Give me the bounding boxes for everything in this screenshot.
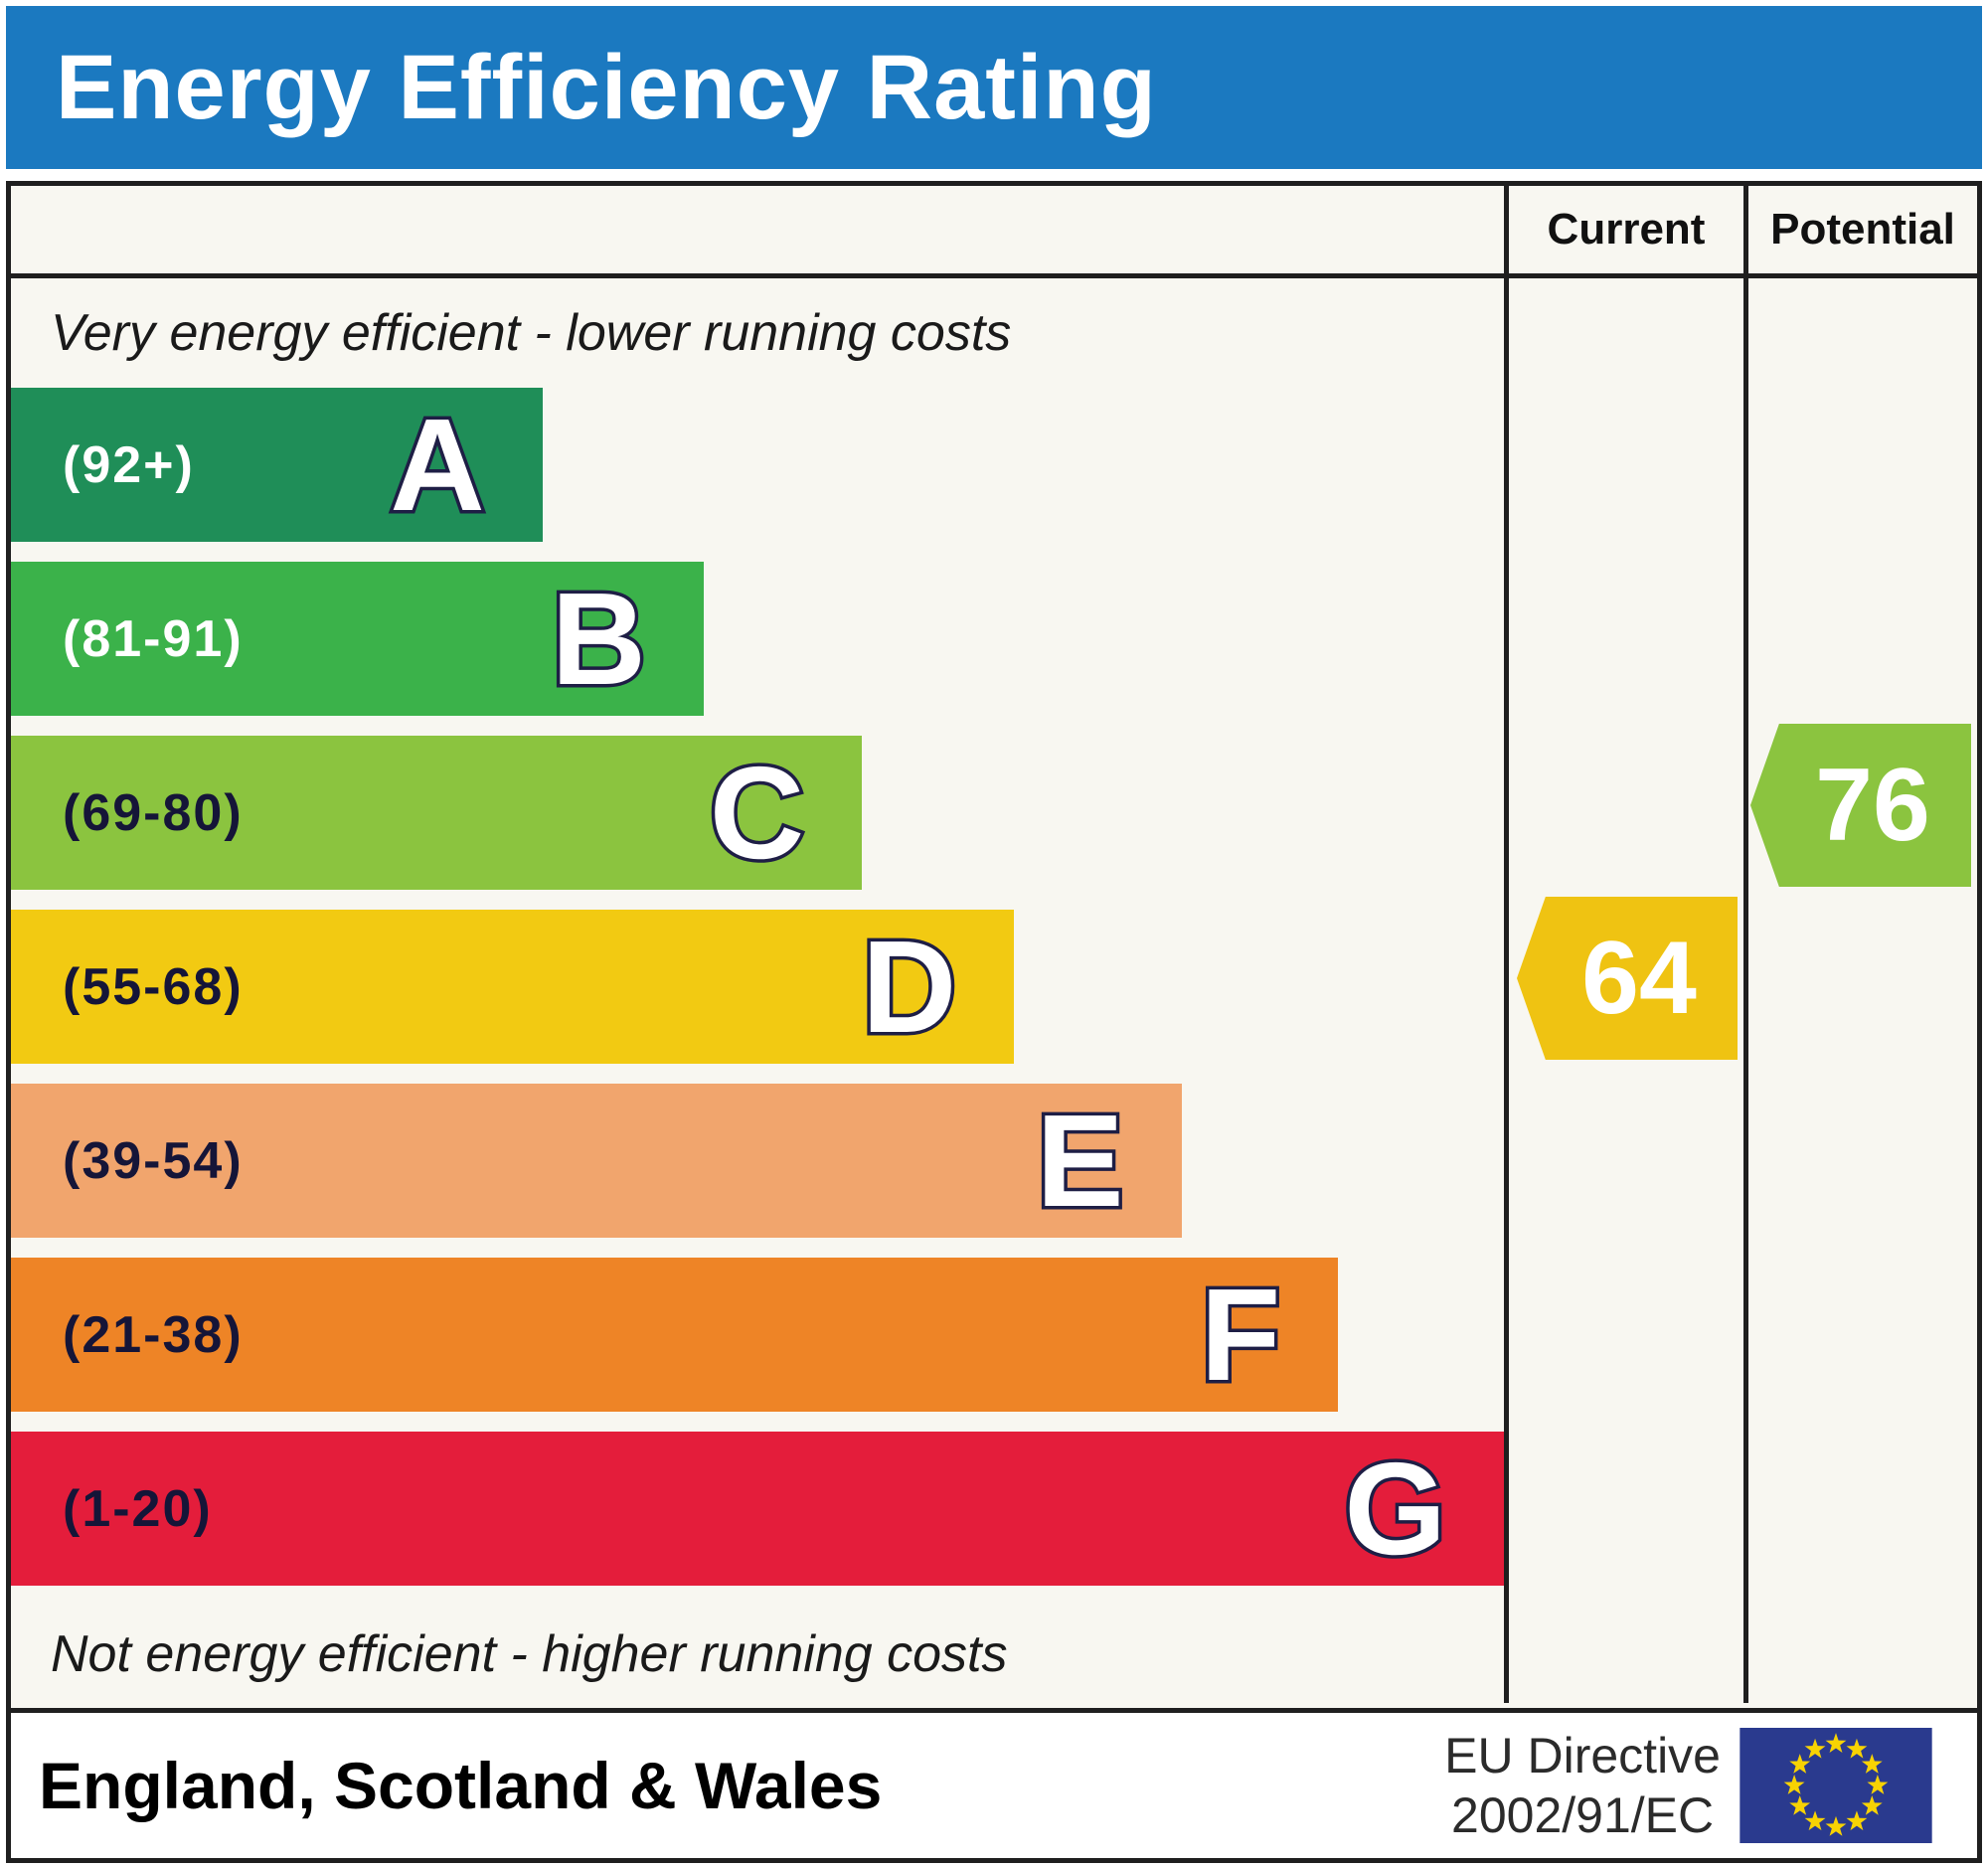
band-letter-e: E (1033, 1087, 1127, 1234)
current-rating-value: 64 (1581, 920, 1697, 1036)
band-row-c: (69-80) C (11, 736, 1504, 910)
band-bar-b: (81-91) B (11, 562, 704, 716)
page-title: Energy Efficiency Rating (56, 36, 1157, 138)
footer: England, Scotland & Wales EU Directive 2… (11, 1713, 1977, 1858)
band-bar-g: (1-20) G (11, 1432, 1504, 1586)
band-bar-a: (92+) A (11, 388, 543, 542)
potential-rating-arrow: 76 (1750, 724, 1971, 887)
band-letter-d: D (859, 913, 960, 1060)
epc-chart: Energy Efficiency Rating Current Potenti… (6, 6, 1982, 1863)
band-range-g: (1-20) (63, 1479, 213, 1538)
current-rating-arrow: 64 (1517, 897, 1738, 1060)
bands-chart: Very energy efficient - lower running co… (11, 278, 1504, 1703)
band-bar-c: (69-80) C (11, 736, 863, 890)
efficient-caption: Very energy efficient - lower running co… (51, 304, 1012, 362)
eu-directive-label: EU Directive 2002/91/EC (1444, 1726, 1721, 1845)
band-letter-a: A (387, 391, 488, 538)
band-row-b: (81-91) B (11, 562, 1504, 736)
eu-flag-icon (1740, 1728, 1932, 1843)
caption-bottom-row: Not energy efficient - higher running co… (11, 1606, 1504, 1703)
potential-column: 76 (1743, 278, 1977, 1703)
band-row-a: (92+) A (11, 388, 1504, 562)
rating-table: Current Potential Very energy efficient … (11, 186, 1977, 1713)
band-row-g: (1-20) G (11, 1432, 1504, 1606)
title-banner: Energy Efficiency Rating (6, 6, 1982, 169)
band-letter-b: B (548, 565, 649, 712)
potential-rating-value: 76 (1815, 747, 1930, 863)
band-letter-f: F (1197, 1261, 1284, 1408)
current-column: 64 (1504, 278, 1743, 1703)
band-range-c: (69-80) (63, 783, 244, 842)
band-range-b: (81-91) (63, 609, 244, 668)
band-range-a: (92+) (63, 435, 195, 494)
band-row-f: (21-38) F (11, 1258, 1504, 1432)
band-row-e: (39-54) E (11, 1084, 1504, 1258)
band-range-d: (55-68) (63, 957, 244, 1016)
band-letter-g: G (1341, 1435, 1450, 1582)
band-bar-e: (39-54) E (11, 1084, 1182, 1238)
rating-frame: Current Potential Very energy efficient … (6, 181, 1982, 1863)
band-letter-c: C (706, 739, 807, 886)
not-efficient-caption: Not energy efficient - higher running co… (51, 1625, 1008, 1683)
header-spacer (11, 186, 1504, 278)
current-column-header: Current (1504, 186, 1743, 278)
band-bar-d: (55-68) D (11, 910, 1015, 1064)
potential-column-header: Potential (1743, 186, 1977, 278)
current-label: Current (1547, 205, 1706, 254)
band-range-f: (21-38) (63, 1305, 244, 1364)
region-label: England, Scotland & Wales (39, 1749, 883, 1822)
potential-label: Potential (1770, 205, 1955, 254)
band-row-d: (55-68) D (11, 910, 1504, 1084)
caption-top-row: Very energy efficient - lower running co… (11, 278, 1504, 388)
band-range-e: (39-54) (63, 1131, 244, 1190)
band-bar-f: (21-38) F (11, 1258, 1339, 1412)
eu-directive-line1: EU Directive (1444, 1728, 1721, 1783)
eu-directive-line2: 2002/91/EC (1451, 1787, 1715, 1843)
